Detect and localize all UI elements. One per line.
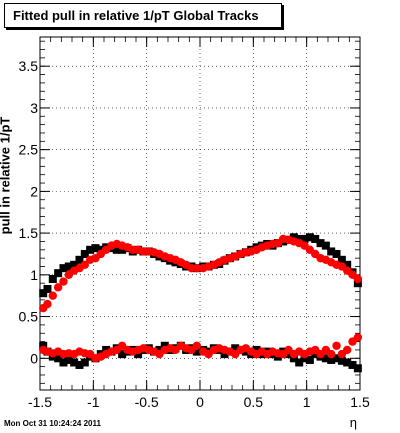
data-point: [332, 249, 341, 258]
timestamp-footer: Mon Oct 31 10:24:24 2011: [4, 419, 101, 428]
data-point: [311, 234, 320, 243]
data-point: [337, 356, 346, 365]
x-tick-label: -1.5: [28, 394, 52, 410]
x-tick-label: 0: [196, 394, 204, 410]
y-tick-labels: 0 0.5 1 1.5 2 2.5 3 3.5: [19, 58, 39, 366]
data-point: [192, 347, 201, 356]
x-tick-label: -0.5: [135, 394, 159, 410]
data-point: [59, 358, 68, 367]
data-point: [48, 291, 57, 300]
data-point: [321, 354, 330, 363]
data-point: [353, 333, 363, 342]
data-point: [75, 255, 84, 264]
data-point: [295, 358, 304, 367]
data-point: [39, 289, 48, 298]
y-tick-label: 0.5: [19, 309, 39, 325]
data-point: [64, 355, 73, 364]
data-point: [53, 283, 63, 292]
data-point: [327, 349, 336, 359]
x-tick-label: 1.5: [350, 394, 370, 410]
data-point: [327, 247, 336, 256]
data-point: [343, 345, 352, 355]
data-point: [327, 355, 336, 364]
y-tick-label: 3.5: [19, 58, 39, 74]
data-point: [305, 355, 314, 364]
data-point: [54, 269, 63, 278]
data-point: [300, 234, 309, 243]
y-tick-label: 2.5: [19, 142, 39, 158]
data-point: [70, 260, 79, 269]
data-point: [86, 245, 95, 254]
data-point: [343, 260, 352, 269]
data-point: [337, 255, 346, 264]
data-point: [91, 244, 100, 253]
series-2: [39, 234, 363, 313]
y-tick-label: 1: [30, 267, 38, 283]
y-tick-label: 1.5: [19, 225, 39, 241]
data-point: [332, 341, 341, 350]
y-tick-label: 0: [30, 350, 38, 366]
data-point: [54, 354, 63, 363]
data-point: [118, 350, 127, 359]
data-point: [48, 275, 57, 284]
data-point: [112, 245, 121, 254]
data-point: [80, 260, 90, 270]
data-point: [75, 360, 84, 369]
data-point: [343, 358, 352, 367]
data-point: [70, 358, 79, 367]
data-point: [353, 274, 363, 284]
data-point: [305, 233, 314, 242]
data-point: [80, 358, 89, 367]
data-point: [321, 241, 330, 250]
data-point: [316, 239, 325, 248]
x-axis-label: η: [349, 415, 357, 430]
x-tick-label: 1: [303, 394, 311, 410]
data-point: [59, 277, 68, 286]
x-tick-label: -1: [87, 394, 100, 410]
grid: [39, 37, 361, 390]
data-markers: [39, 233, 363, 373]
data-point: [231, 344, 240, 353]
data-point: [59, 264, 68, 273]
data-point: [348, 360, 357, 369]
series-4: [39, 333, 363, 363]
data-point: [80, 249, 89, 258]
data-point: [43, 285, 52, 294]
y-tick-label: 3: [30, 100, 38, 116]
y-tick-label: 2: [30, 183, 38, 199]
axis-ticks: [39, 37, 361, 390]
x-tick-labels: -1.5 -1 -0.5 0 0.5 1 1.5: [28, 394, 370, 410]
data-point: [64, 262, 73, 271]
data-point: [192, 263, 201, 273]
data-point: [353, 364, 362, 373]
chart-title: Fitted pull in relative 1/pT Global Trac…: [4, 3, 282, 28]
data-point: [192, 341, 201, 350]
data-point: [332, 354, 341, 363]
data-point: [43, 299, 52, 309]
x-tick-label: 0.5: [244, 394, 264, 410]
